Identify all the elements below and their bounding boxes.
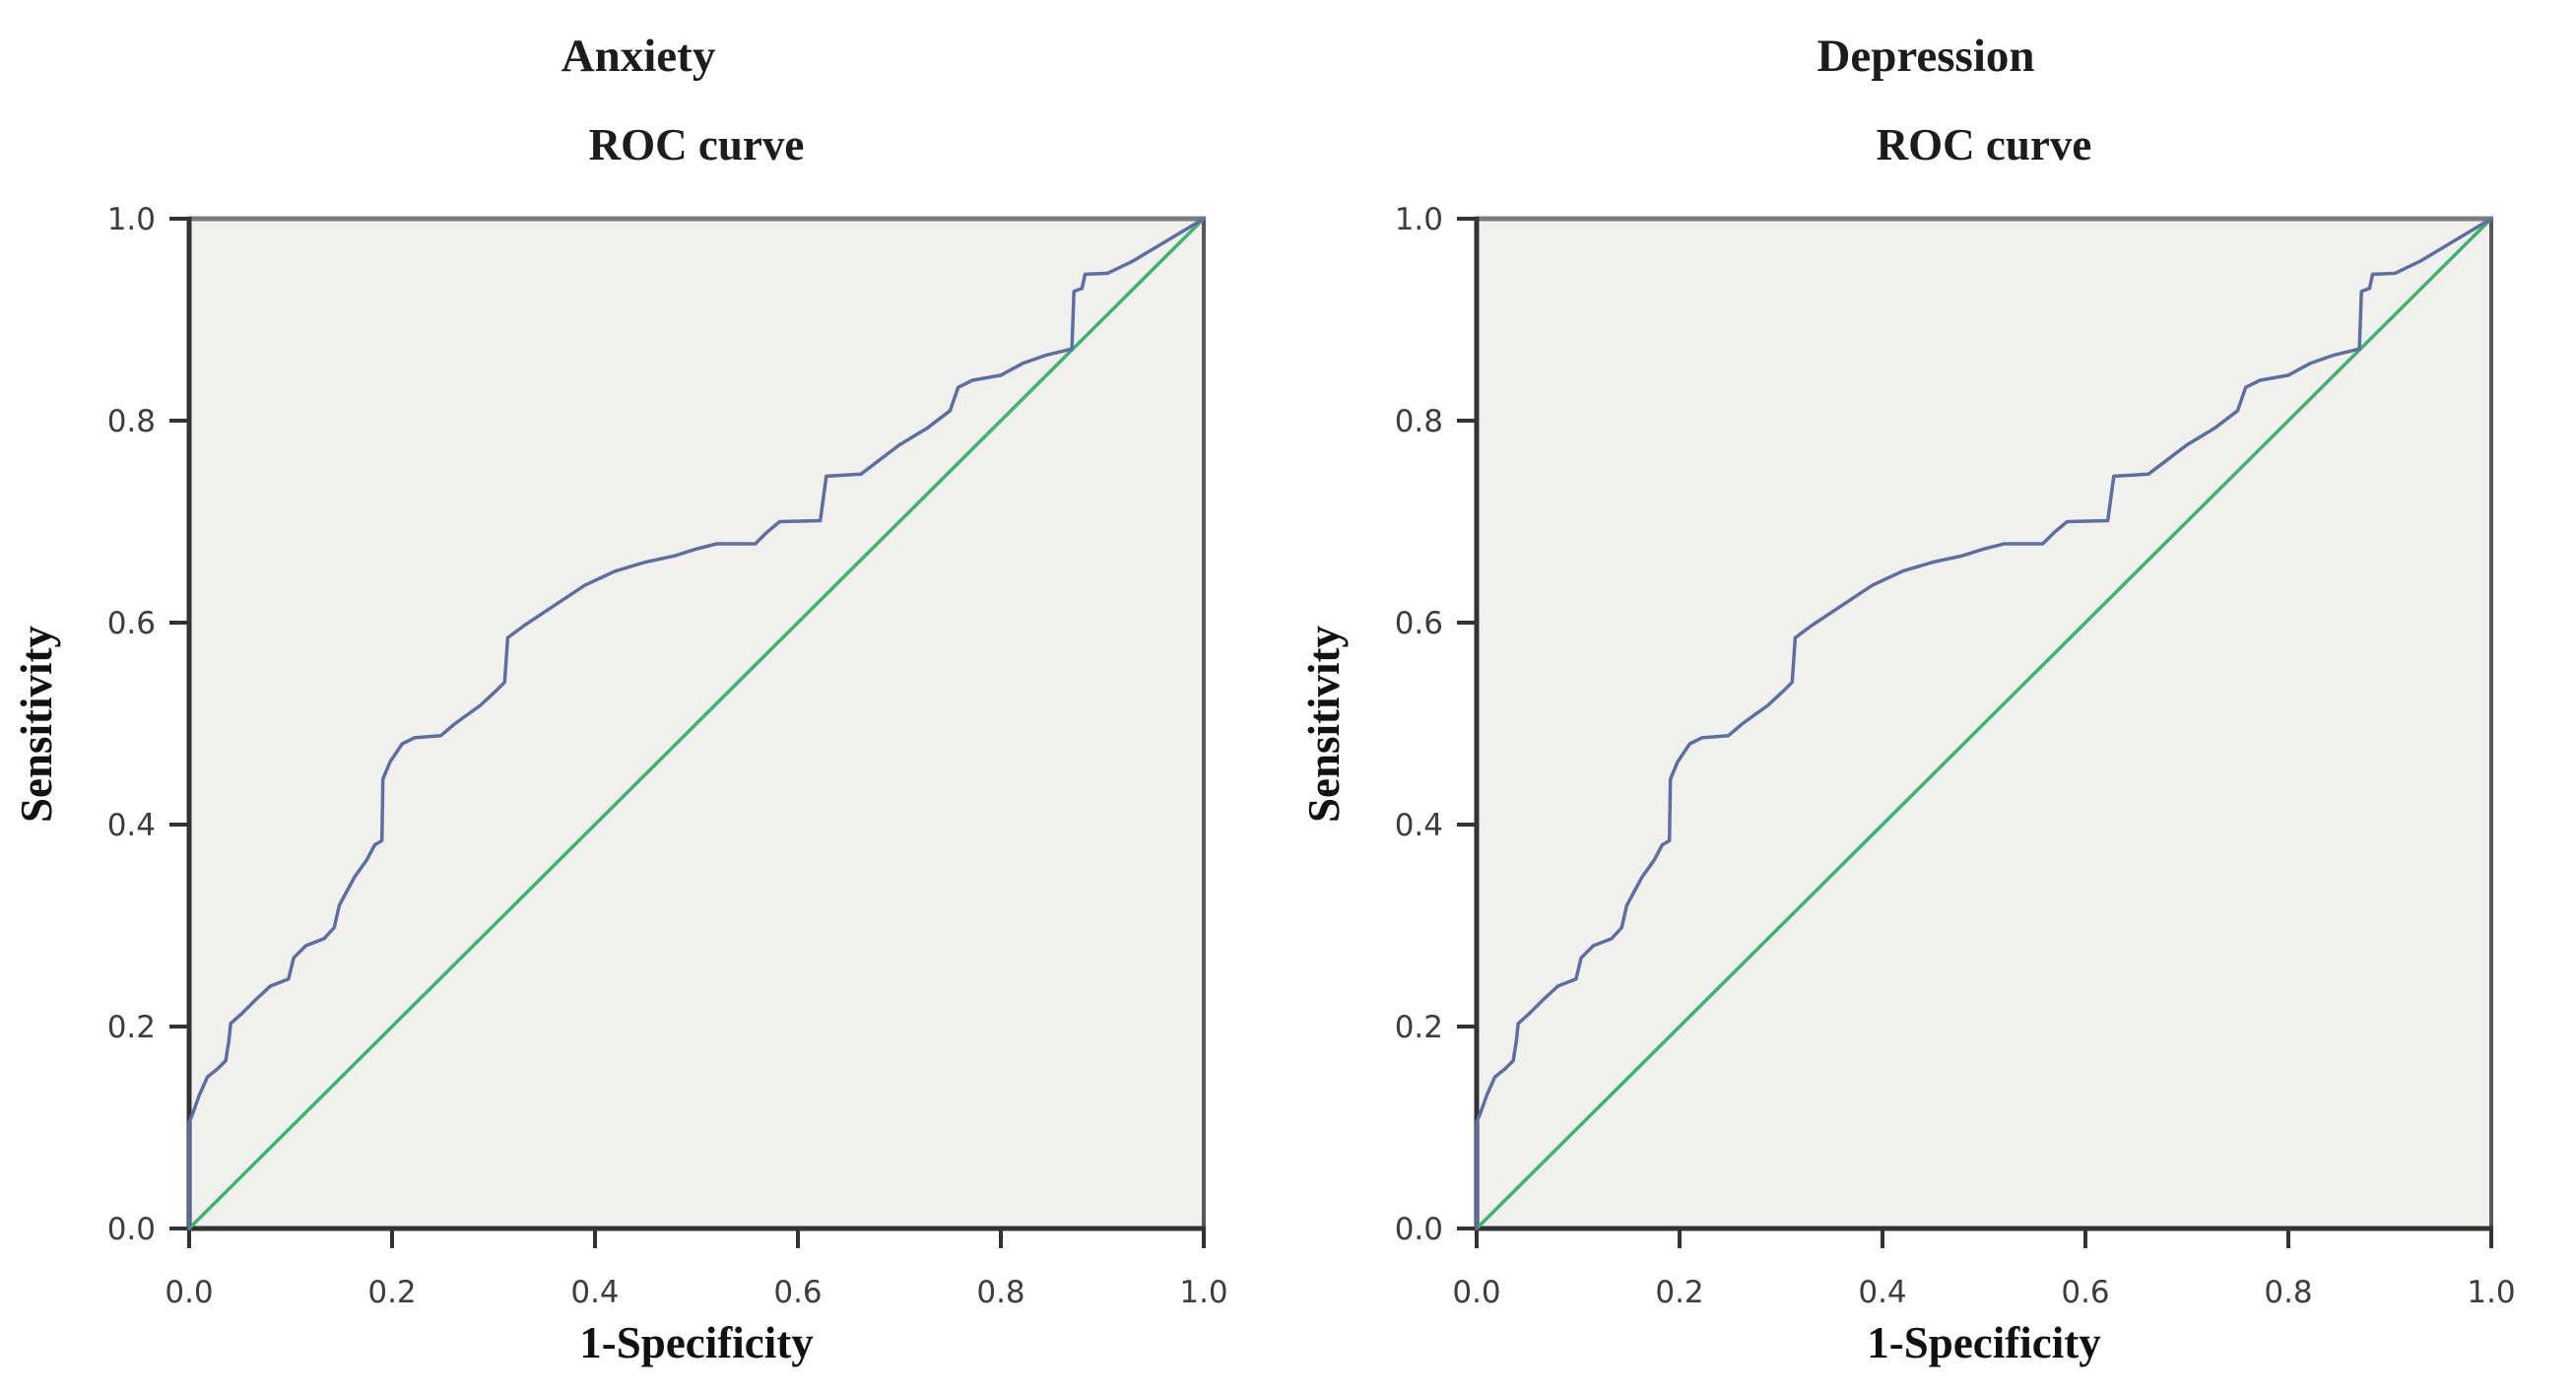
- plot-group: 0.0 0.2 0.4 0.6 0.8 1.0 0.0 0.2 0.4 0.6 0.8 1.0: [1395, 202, 2516, 1310]
- chart-title: Depression: [1816, 31, 2034, 82]
- y-tick-label: 0.6: [107, 606, 156, 641]
- x-tick-label: 1.0: [2467, 1275, 2515, 1310]
- x-axis-label: 1-Specificity: [1867, 1318, 2101, 1367]
- x-tick-label: 0.6: [773, 1275, 822, 1310]
- reference-diagonal-line: [1475, 217, 2493, 1230]
- x-tick-label: 0.8: [976, 1275, 1024, 1310]
- plot-group: 0.0 0.2 0.4 0.6 0.8 1.0 0.0 0.2 0.4 0.6 0.8 1.0: [107, 202, 1228, 1310]
- x-tick-label: 0.0: [1452, 1275, 1500, 1310]
- chart-anxiety-svg: Anxiety ROC curve 0.0 0.2 0.4 0.6 0.8 1.00.00…: [12, 31, 1228, 1367]
- reference-diagonal-line: [187, 217, 1206, 1230]
- y-axis-label: Sensitivity: [12, 625, 61, 823]
- y-tick-label: 0.6: [1395, 606, 1443, 641]
- x-tick-label: 0.8: [2264, 1275, 2312, 1310]
- y-tick-label: 0.4: [107, 808, 156, 843]
- y-tick-label: 0.8: [107, 404, 156, 439]
- chart-depression-svg: Depression ROC curve 0.0 0.2 0.4 0.6 0.8 1.00…: [1299, 31, 2516, 1367]
- x-tick-label: 0.4: [570, 1275, 619, 1310]
- y-tick-label: 1.0: [1395, 202, 1443, 237]
- x-tick-label: 1.0: [1179, 1275, 1227, 1310]
- chart-title: Anxiety: [561, 31, 716, 82]
- x-tick-label: 0.4: [1858, 1275, 1906, 1310]
- y-tick-label: 0.2: [1395, 1010, 1443, 1045]
- y-axis-label: Sensitivity: [1299, 625, 1349, 823]
- x-axis-label: 1-Specificity: [579, 1318, 814, 1367]
- chart-subtitle: ROC curve: [1877, 120, 2092, 169]
- y-tick-label: 0.8: [1395, 404, 1443, 439]
- chart-subtitle: ROC curve: [589, 120, 805, 169]
- y-tick-label: 0.2: [107, 1010, 156, 1045]
- x-tick-label: 0.2: [367, 1275, 416, 1310]
- y-tick-label: 0.4: [1395, 808, 1443, 843]
- chart-anxiety: Anxiety ROC curve 0.0 0.2 0.4 0.6 0.8 1.0 0.0 0…: [12, 31, 1228, 1367]
- roc-curve-line: [1475, 217, 2493, 1230]
- y-tick-label: 0.0: [107, 1212, 156, 1247]
- x-tick-label: 0.0: [165, 1275, 213, 1310]
- x-tick-label: 0.2: [1655, 1275, 1703, 1310]
- y-tick-label: 1.0: [107, 202, 156, 237]
- roc-curve-line: [187, 217, 1206, 1230]
- y-tick-label: 0.0: [1395, 1212, 1443, 1247]
- x-tick-label: 0.6: [2061, 1275, 2109, 1310]
- chart-depression: Depression ROC curve 0.0 0.2 0.4 0.6 0.8 1.0 0…: [1288, 0, 2575, 1394]
